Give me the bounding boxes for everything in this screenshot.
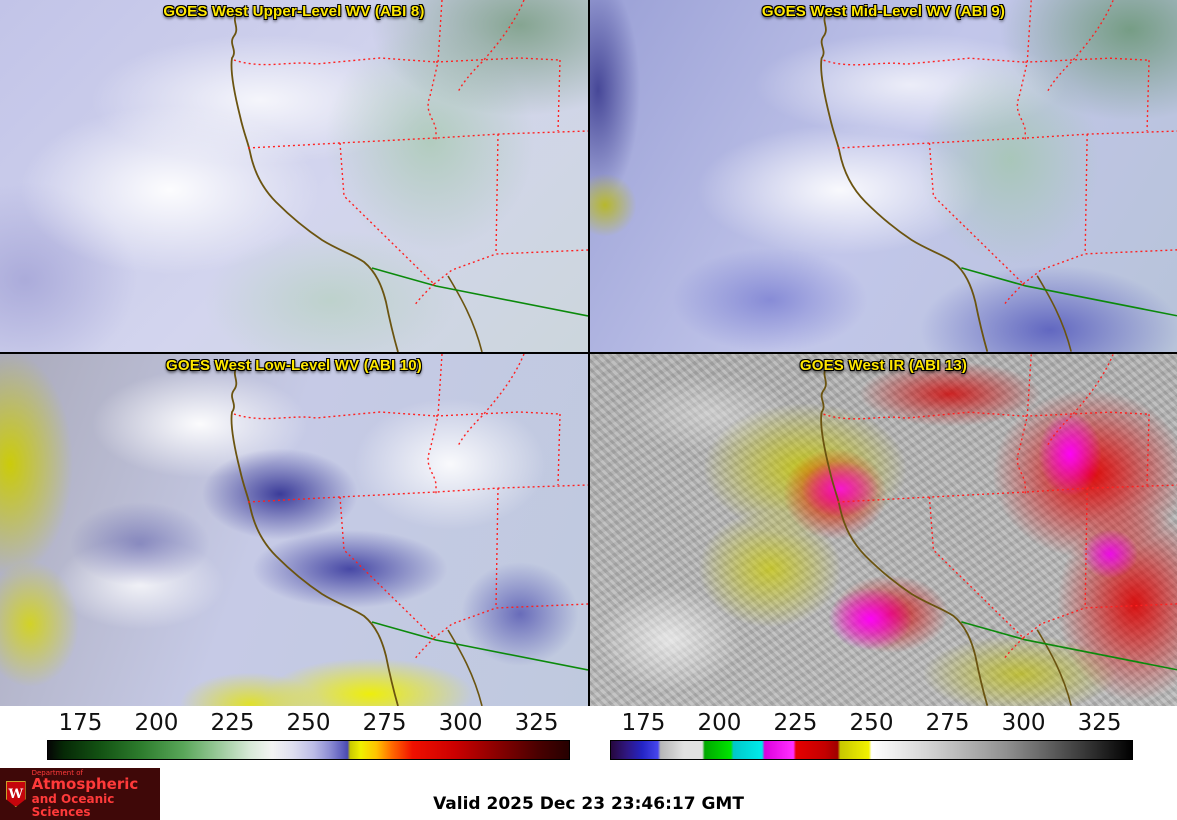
- state-borders-overlay: [0, 354, 588, 706]
- colorbar-tick-label: 300: [1001, 710, 1046, 736]
- footer: W Department of Atmospheric and Oceanic …: [0, 766, 1177, 820]
- ir-colorbar: 175 200 225 250 275 300 325: [610, 708, 1133, 766]
- ir-colorbar-gradient: [610, 740, 1133, 760]
- logo-line-3: and Oceanic Sciences: [31, 791, 115, 819]
- panel-title: GOES West IR (ABI 13): [799, 357, 968, 374]
- wv-colorbar-ticks: 175 200 225 250 275 300 325: [47, 708, 570, 740]
- state-borders-overlay: [590, 354, 1177, 706]
- colorbar-tick-label: 225: [773, 710, 818, 736]
- panel-grid: GOES West Upper-Level WV (ABI 8) GOES We…: [0, 0, 1177, 706]
- valid-time-label: Valid 2025 Dec 23 23:46:17 GMT: [433, 794, 744, 814]
- colorbar-tick-label: 200: [134, 710, 179, 736]
- colorbar-tick-label: 275: [925, 710, 970, 736]
- state-borders-overlay: [590, 0, 1177, 352]
- colorbar-tick-label: 225: [210, 710, 255, 736]
- wv-colorbar-gradient: [47, 740, 570, 760]
- panel-ir: GOES West IR (ABI 13): [590, 354, 1177, 706]
- colorbar-tick-label: 300: [438, 710, 483, 736]
- ir-colorbar-ticks: 175 200 225 250 275 300 325: [610, 708, 1133, 740]
- colorbar-tick-label: 200: [697, 710, 742, 736]
- colorbar-tick-label: 250: [286, 710, 331, 736]
- colorbar-tick-label: 325: [514, 710, 559, 736]
- colorbar-tick-label: 275: [362, 710, 407, 736]
- colorbar-legend-row: 175 200 225 250 275 300 325 175 200 225 250 275 300…: [0, 706, 1177, 766]
- logo-text: Department of Atmospheric and Oceanic Sc…: [31, 768, 160, 819]
- colorbar-tick-label: 250: [849, 710, 894, 736]
- colorbar-tick-label: 175: [58, 710, 103, 736]
- colorbar-tick-label: 325: [1077, 710, 1122, 736]
- logo-line-1: Department of: [31, 768, 83, 777]
- panel-low-level-wv: GOES West Low-Level WV (ABI 10): [0, 354, 588, 706]
- uw-crest-icon: W: [6, 781, 26, 807]
- aos-department-logo: W Department of Atmospheric and Oceanic …: [0, 768, 160, 820]
- panel-title: GOES West Upper-Level WV (ABI 8): [163, 3, 425, 20]
- colorbar-tick-label: 175: [621, 710, 666, 736]
- panel-title: GOES West Low-Level WV (ABI 10): [166, 357, 422, 374]
- panel-title: GOES West Mid-Level WV (ABI 9): [761, 3, 1006, 20]
- logo-line-2: Atmospheric: [31, 775, 139, 794]
- panel-upper-level-wv: GOES West Upper-Level WV (ABI 8): [0, 0, 588, 352]
- state-borders-overlay: [0, 0, 588, 352]
- panel-mid-level-wv: GOES West Mid-Level WV (ABI 9): [590, 0, 1177, 352]
- wv-colorbar: 175 200 225 250 275 300 325: [47, 708, 570, 766]
